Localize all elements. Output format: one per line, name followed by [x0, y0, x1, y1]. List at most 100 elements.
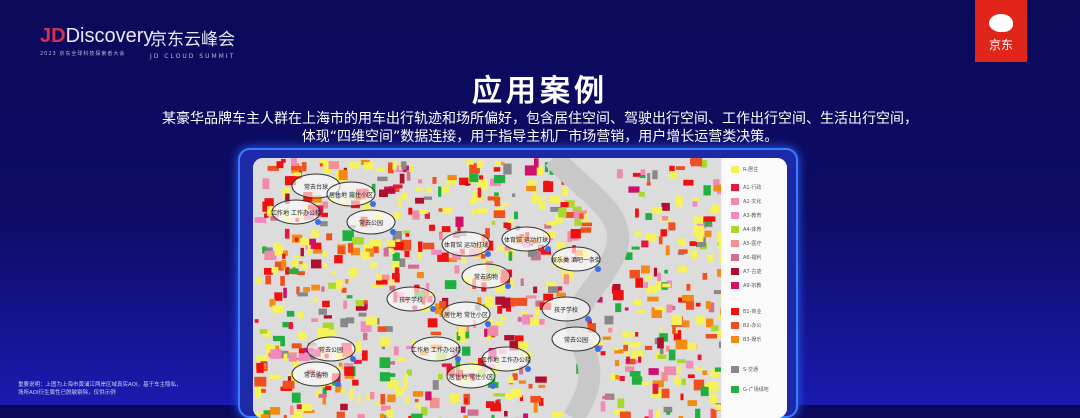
- aoi-block: [615, 375, 619, 380]
- aoi-block: [640, 175, 646, 178]
- aoi-block: [645, 213, 652, 220]
- aoi-block: [299, 353, 310, 361]
- aoi-block: [338, 246, 345, 254]
- aoi-block: [536, 308, 540, 317]
- aoi-block: [622, 331, 632, 337]
- aoi-block: [469, 173, 478, 182]
- aoi-block: [322, 202, 327, 209]
- aoi-block: [536, 167, 544, 175]
- aoi-block: [311, 230, 319, 238]
- aoi-block: [313, 249, 322, 254]
- aoi-block: [340, 318, 348, 327]
- aoi-block: [465, 332, 469, 339]
- aoi-block: [654, 268, 657, 277]
- legend-swatch: [731, 198, 739, 205]
- aoi-block: [358, 414, 365, 418]
- aoi-block: [510, 389, 522, 398]
- legend-label: S-交通: [743, 366, 758, 373]
- legend-item: A2-文化: [731, 198, 761, 205]
- aoi-block: [551, 412, 563, 417]
- aoi-block: [370, 263, 378, 269]
- place-label: 孩子学校: [554, 306, 578, 314]
- aoi-block: [289, 322, 293, 329]
- aoi-block: [641, 241, 648, 248]
- aoi-block: [297, 311, 303, 318]
- aoi-block: [319, 309, 327, 315]
- aoi-block: [281, 159, 286, 163]
- aoi-block: [269, 375, 281, 379]
- aoi-block: [263, 178, 270, 189]
- aoi-block: [362, 252, 370, 260]
- aoi-block: [376, 280, 388, 285]
- legend-item: S-交通: [731, 366, 758, 373]
- aoi-block: [297, 292, 308, 296]
- aoi-block: [299, 261, 303, 264]
- aoi-block: [500, 317, 506, 321]
- aoi-block: [644, 282, 648, 288]
- aoi-block: [370, 392, 374, 399]
- aoi-block: [695, 315, 705, 324]
- legend-swatch: [731, 322, 739, 329]
- aoi-block: [628, 186, 639, 192]
- aoi-block: [509, 251, 513, 260]
- description-line: 某豪华品牌车主人群在上海市的用车出行轨迹和场所偏好，包含居住空间、驾驶出行空间、…: [0, 110, 1080, 128]
- aoi-block: [376, 274, 381, 281]
- aoi-block: [630, 270, 640, 278]
- aoi-block: [657, 355, 666, 359]
- aoi-block: [695, 409, 700, 418]
- aoi-block: [471, 209, 474, 215]
- place-label: 工作地 工作办公楼: [271, 209, 321, 217]
- legend-label: B1-商业: [743, 308, 761, 315]
- description: 某豪华品牌车主人群在上海市的用车出行轨迹和场所偏好，包含居住空间、驾驶出行空间、…: [0, 110, 1080, 146]
- aoi-block: [549, 196, 560, 203]
- aoi-block: [645, 346, 652, 350]
- aoi-block: [574, 210, 580, 218]
- aoi-block: [494, 197, 500, 206]
- aoi-block: [254, 377, 266, 387]
- legend-swatch: [731, 366, 739, 373]
- aoi-block: [387, 394, 395, 402]
- aoi-block: [255, 319, 259, 323]
- place-label: 工作地 工作办公楼: [481, 356, 531, 364]
- aoi-block: [649, 368, 659, 375]
- aoi-block: [363, 333, 367, 340]
- aoi-block: [698, 355, 702, 361]
- aoi-block: [516, 298, 527, 306]
- aoi-block: [661, 203, 669, 211]
- aoi-block: [340, 389, 344, 393]
- aoi-block: [620, 412, 631, 418]
- legend-label: A5-医疗: [743, 240, 761, 247]
- legend-swatch: [731, 166, 739, 173]
- aoi-block: [666, 245, 670, 255]
- aoi-block: [408, 265, 419, 269]
- aoi-block: [711, 409, 716, 418]
- aoi-block: [356, 306, 367, 310]
- aoi-block: [285, 229, 290, 239]
- aoi-block: [287, 311, 294, 317]
- location-pin-icon: [370, 201, 376, 207]
- aoi-block: [343, 301, 347, 309]
- location-pin-icon: [595, 266, 601, 272]
- aoi-block: [386, 410, 393, 418]
- aoi-block: [534, 403, 538, 413]
- aoi-block: [530, 396, 541, 403]
- aoi-block: [458, 327, 466, 336]
- aoi-block: [301, 248, 304, 256]
- aoi-block: [712, 204, 719, 213]
- aoi-block: [275, 246, 283, 256]
- aoi-block: [717, 269, 721, 277]
- aoi-block: [578, 213, 583, 219]
- legend-swatch: [731, 386, 739, 393]
- aoi-block: [431, 250, 442, 255]
- aoi-block: [526, 295, 537, 298]
- place-label: 常去公园: [359, 219, 383, 227]
- legend-item: B1-商业: [731, 308, 761, 315]
- aoi-block: [560, 202, 568, 207]
- aoi-block: [344, 367, 354, 376]
- aoi-block: [294, 172, 302, 176]
- aoi-block: [260, 329, 267, 333]
- important-note: 重要说明：上图为上海市黄浦江两岸区域真实AOI，基于车主隐私， 场所AOI衍生属…: [18, 381, 182, 397]
- aoi-block: [603, 337, 611, 340]
- aoi-block: [564, 274, 569, 284]
- aoi-block: [662, 389, 670, 399]
